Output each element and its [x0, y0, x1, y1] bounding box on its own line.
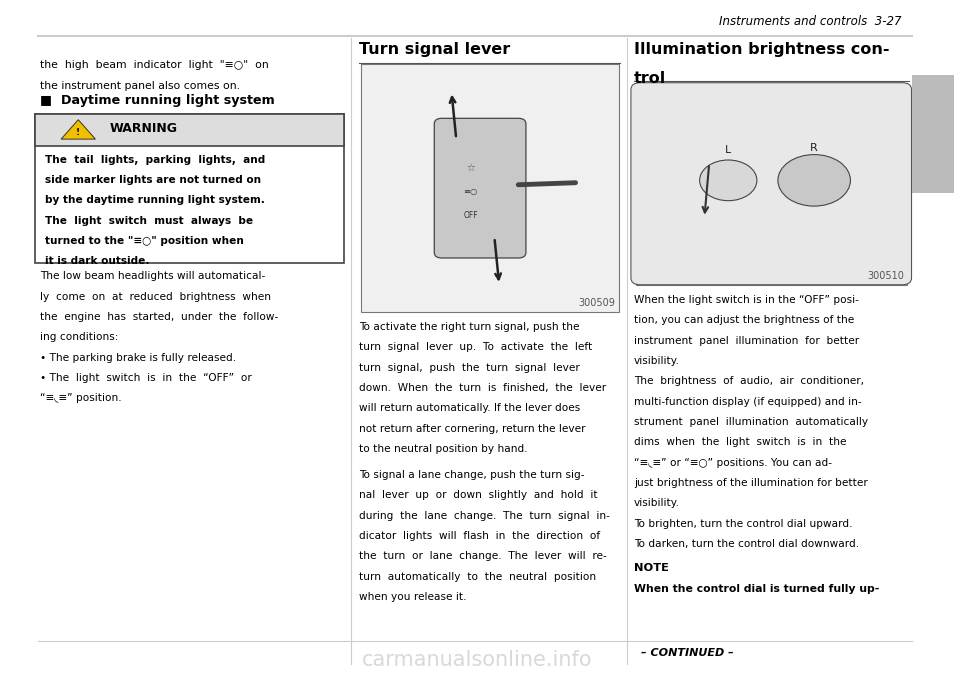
Text: instrument  panel  illumination  for  better: instrument panel illumination for better	[634, 336, 859, 346]
FancyBboxPatch shape	[912, 75, 954, 193]
Text: to the neutral position by hand.: to the neutral position by hand.	[359, 444, 527, 454]
Text: “≡◟≡” or “≡○” positions. You can ad-: “≡◟≡” or “≡○” positions. You can ad-	[634, 458, 831, 468]
FancyBboxPatch shape	[361, 64, 618, 312]
FancyBboxPatch shape	[636, 83, 907, 285]
Text: ly  come  on  at  reduced  brightness  when: ly come on at reduced brightness when	[40, 292, 271, 302]
Text: turn  automatically  to  the  neutral  position: turn automatically to the neutral positi…	[359, 572, 596, 582]
Polygon shape	[61, 120, 95, 139]
Text: Illumination brightness con-: Illumination brightness con-	[634, 42, 889, 57]
Text: strument  panel  illumination  automatically: strument panel illumination automaticall…	[634, 417, 868, 427]
Text: WARNING: WARNING	[109, 122, 178, 136]
Text: by the daytime running light system.: by the daytime running light system.	[45, 195, 265, 205]
Text: Turn signal lever: Turn signal lever	[359, 42, 510, 57]
Text: the  high  beam  indicator  light  "≡○"  on: the high beam indicator light "≡○" on	[40, 60, 269, 70]
Text: visibility.: visibility.	[634, 356, 680, 366]
Text: The  light  switch  must  always  be: The light switch must always be	[45, 216, 253, 226]
Text: “≡◟≡” position.: “≡◟≡” position.	[40, 393, 122, 403]
Text: R: R	[810, 143, 818, 153]
Text: NOTE: NOTE	[634, 563, 669, 573]
Text: The  brightness  of  audio,  air  conditioner,: The brightness of audio, air conditioner…	[634, 376, 864, 386]
Text: To signal a lane change, push the turn sig-: To signal a lane change, push the turn s…	[359, 470, 585, 480]
Text: just brightness of the illumination for better: just brightness of the illumination for …	[634, 478, 868, 488]
Text: tion, you can adjust the brightness of the: tion, you can adjust the brightness of t…	[634, 315, 854, 325]
Text: When the control dial is turned fully up-: When the control dial is turned fully up…	[634, 584, 879, 595]
Text: ■  Daytime running light system: ■ Daytime running light system	[40, 94, 275, 106]
FancyBboxPatch shape	[36, 114, 344, 146]
Text: visibility.: visibility.	[634, 498, 680, 508]
Text: !: !	[76, 127, 81, 137]
Text: Instruments and controls  3-27: Instruments and controls 3-27	[719, 16, 902, 28]
Text: OFF: OFF	[464, 211, 478, 220]
Text: multi-function display (if equipped) and in-: multi-function display (if equipped) and…	[634, 397, 861, 407]
Text: will return automatically. If the lever does: will return automatically. If the lever …	[359, 403, 580, 414]
Text: dims  when  the  light  switch  is  in  the: dims when the light switch is in the	[634, 437, 847, 447]
Text: turn  signal,  push  the  turn  signal  lever: turn signal, push the turn signal lever	[359, 363, 580, 373]
Text: ing conditions:: ing conditions:	[40, 332, 118, 342]
Text: • The parking brake is fully released.: • The parking brake is fully released.	[40, 353, 236, 363]
Text: when you release it.: when you release it.	[359, 592, 467, 602]
Circle shape	[700, 160, 756, 201]
Text: When the light switch is in the “OFF” posi-: When the light switch is in the “OFF” po…	[634, 295, 858, 305]
Text: carmanualsonline.info: carmanualsonline.info	[362, 650, 592, 670]
FancyBboxPatch shape	[36, 114, 344, 263]
Circle shape	[778, 155, 851, 206]
Text: trol: trol	[634, 71, 666, 85]
Text: 300509: 300509	[579, 298, 615, 308]
Text: To brighten, turn the control dial upward.: To brighten, turn the control dial upwar…	[634, 519, 852, 529]
Text: the  engine  has  started,  under  the  follow-: the engine has started, under the follow…	[40, 312, 278, 322]
Text: the  turn  or  lane  change.  The  lever  will  re-: the turn or lane change. The lever will …	[359, 551, 607, 561]
Text: ☆: ☆	[467, 163, 475, 173]
Text: turned to the "≡○" position when: turned to the "≡○" position when	[45, 236, 244, 246]
Text: dicator  lights  will  flash  in  the  direction  of: dicator lights will flash in the directi…	[359, 531, 600, 541]
Text: the instrument panel also comes on.: the instrument panel also comes on.	[40, 81, 240, 92]
Text: The  tail  lights,  parking  lights,  and: The tail lights, parking lights, and	[45, 155, 265, 165]
FancyBboxPatch shape	[434, 118, 526, 258]
Text: side marker lights are not turned on: side marker lights are not turned on	[45, 175, 261, 185]
Text: • The  light  switch  is  in  the  “OFF”  or: • The light switch is in the “OFF” or	[40, 373, 252, 383]
Text: turn  signal  lever  up.  To  activate  the  left: turn signal lever up. To activate the le…	[359, 342, 592, 353]
Text: it is dark outside.: it is dark outside.	[45, 256, 150, 266]
Text: not return after cornering, return the lever: not return after cornering, return the l…	[359, 424, 586, 434]
Text: ≡○: ≡○	[464, 187, 478, 196]
Text: L: L	[725, 145, 732, 155]
Text: 300510: 300510	[867, 271, 904, 281]
Text: nal  lever  up  or  down  slightly  and  hold  it: nal lever up or down slightly and hold i…	[359, 490, 597, 500]
Text: down.  When  the  turn  is  finished,  the  lever: down. When the turn is finished, the lev…	[359, 383, 606, 393]
Text: during  the  lane  change.  The  turn  signal  in-: during the lane change. The turn signal …	[359, 511, 610, 521]
Text: To activate the right turn signal, push the: To activate the right turn signal, push …	[359, 322, 580, 332]
Text: To darken, turn the control dial downward.: To darken, turn the control dial downwar…	[634, 539, 859, 549]
Text: – CONTINUED –: – CONTINUED –	[641, 648, 733, 658]
Text: The low beam headlights will automatical-: The low beam headlights will automatical…	[40, 271, 265, 281]
FancyBboxPatch shape	[631, 83, 912, 285]
